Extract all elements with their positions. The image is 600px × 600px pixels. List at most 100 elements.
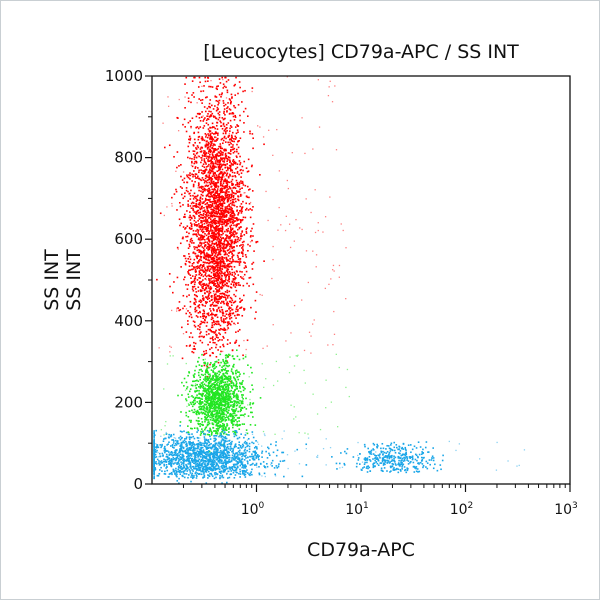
data-point	[211, 389, 213, 391]
data-point	[190, 395, 192, 398]
data-point	[218, 306, 220, 309]
data-point	[191, 117, 194, 120]
data-point	[230, 215, 233, 217]
data-point	[223, 413, 225, 416]
data-point	[194, 383, 197, 385]
data-point	[191, 281, 194, 283]
data-point	[168, 273, 171, 275]
data-point	[211, 337, 213, 340]
data-point	[213, 258, 215, 260]
data-point	[233, 140, 235, 143]
data-point	[273, 467, 276, 469]
data-point	[223, 149, 225, 151]
data-point	[212, 225, 214, 228]
data-point	[198, 403, 201, 405]
data-point	[213, 321, 215, 323]
data-point	[224, 296, 227, 299]
data-point	[221, 308, 223, 311]
data-point	[206, 296, 208, 299]
data-point	[251, 411, 253, 414]
data-point	[203, 353, 206, 355]
data-point	[206, 185, 209, 187]
data-point	[231, 169, 233, 172]
data-point	[201, 402, 204, 404]
data-point	[193, 267, 196, 269]
data-point	[214, 254, 216, 257]
data-point	[189, 214, 191, 217]
data-point	[210, 275, 213, 278]
data-point	[202, 430, 204, 432]
data-point	[221, 171, 223, 174]
data-point	[220, 227, 222, 230]
data-point	[210, 260, 213, 263]
data-point	[168, 451, 170, 453]
data-point	[238, 358, 241, 361]
data-point	[216, 149, 218, 151]
data-point	[227, 370, 230, 372]
data-point	[200, 99, 202, 102]
data-point	[224, 206, 227, 208]
data-point	[248, 196, 250, 199]
data-point	[231, 440, 233, 443]
data-point	[223, 239, 226, 242]
data-point	[204, 117, 206, 119]
data-point	[229, 150, 232, 153]
data-point	[236, 385, 238, 388]
data-point	[198, 234, 201, 236]
data-point	[173, 281, 175, 283]
data-point	[194, 175, 196, 178]
data-point	[222, 213, 224, 216]
data-point	[220, 138, 223, 141]
data-point	[209, 402, 211, 405]
data-point	[192, 153, 195, 155]
data-point	[203, 171, 206, 173]
data-point	[226, 243, 229, 246]
data-point	[224, 230, 226, 233]
data-point	[204, 110, 207, 113]
data-point	[185, 187, 188, 189]
data-point	[228, 393, 231, 395]
data-point	[239, 284, 241, 287]
data-point	[234, 388, 236, 391]
data-point	[211, 220, 214, 223]
data-point	[213, 249, 216, 252]
data-point	[206, 245, 209, 248]
data-point	[203, 254, 206, 256]
data-point	[189, 211, 191, 213]
data-point	[213, 284, 215, 287]
data-point	[259, 397, 262, 399]
data-point	[241, 277, 243, 279]
data-point	[199, 408, 202, 410]
data-point	[216, 442, 218, 445]
data-point	[245, 354, 247, 356]
data-point	[197, 371, 200, 374]
data-point	[210, 313, 213, 316]
data-point	[207, 190, 209, 192]
data-point	[200, 193, 203, 196]
data-point	[226, 208, 228, 210]
data-point	[222, 419, 224, 422]
data-point	[235, 424, 237, 426]
data-point	[222, 265, 224, 268]
data-point	[275, 360, 278, 363]
data-point	[277, 380, 279, 382]
data-point	[202, 163, 205, 166]
data-point	[305, 250, 308, 252]
data-point	[204, 362, 207, 365]
data-point	[218, 213, 221, 215]
data-point	[239, 188, 241, 191]
data-point	[204, 379, 206, 382]
data-point	[196, 472, 199, 475]
data-point	[217, 381, 219, 384]
data-point	[184, 228, 186, 230]
data-point	[208, 434, 211, 436]
data-point	[224, 401, 227, 404]
data-point	[192, 348, 195, 350]
data-point	[215, 190, 218, 193]
data-point	[247, 415, 250, 417]
data-point	[216, 298, 218, 301]
data-point	[216, 406, 218, 408]
data-point	[205, 284, 207, 287]
data-point	[219, 424, 221, 427]
data-point	[338, 366, 340, 369]
